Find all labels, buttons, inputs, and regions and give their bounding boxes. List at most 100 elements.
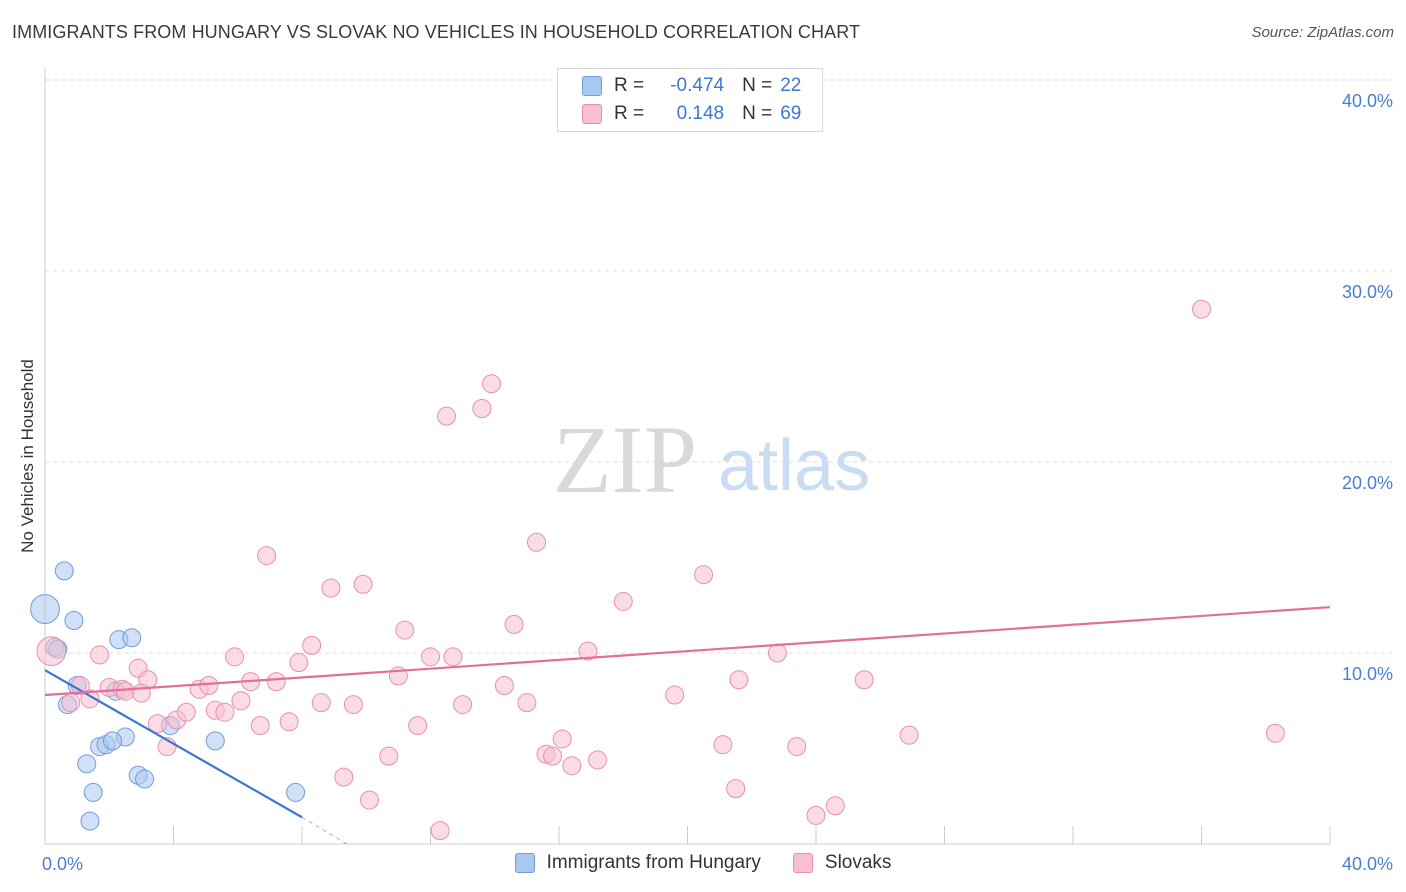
legend-swatch-hungary — [514, 853, 535, 873]
slovaks-point-4 — [90, 645, 110, 665]
legend-label-slovaks: Slovaks — [824, 852, 892, 873]
legend-n-label: N = — [742, 103, 773, 124]
x-tick-label-1: 40.0% — [1342, 854, 1393, 874]
slovaks-point-10 — [147, 714, 167, 734]
slovaks-point-48 — [543, 746, 563, 766]
stats-legend: R = -0.474 N = 22 R = 0.148 N = 69 — [557, 68, 823, 132]
slovaks-point-13 — [176, 702, 196, 722]
legend-r-value: 0.148 — [676, 103, 725, 124]
hungary-trend-line — [44, 669, 303, 819]
legend-swatch-hungary — [582, 76, 602, 96]
slovaks-point-42 — [482, 374, 502, 394]
legend-item-slovaks[interactable]: Slovaks — [792, 852, 892, 874]
hungary-point-13 — [77, 754, 97, 774]
slovaks-point-1 — [61, 693, 81, 713]
slovaks-point-32 — [379, 746, 399, 766]
slovaks-point-23 — [279, 712, 299, 732]
slovaks-point-61 — [825, 796, 845, 816]
slovaks-point-52 — [588, 750, 608, 770]
watermark: ZIP atlas — [553, 406, 870, 513]
slovaks-point-65 — [1265, 723, 1285, 743]
slovaks-point-63 — [899, 725, 919, 745]
slovaks-point-45 — [517, 693, 537, 713]
slovaks-trend-line — [44, 606, 1331, 697]
slovaks-point-49 — [552, 729, 572, 749]
legend-swatch-slovaks — [792, 853, 813, 873]
watermark-atlas: atlas — [718, 426, 870, 506]
hungary-trend-extension — [301, 816, 348, 845]
watermark-zip: ZIP — [553, 406, 697, 513]
slovaks-point-38 — [437, 406, 457, 426]
legend-n-value: 69 — [780, 103, 802, 124]
hungary-point-18 — [83, 782, 103, 802]
slovaks-point-67 — [257, 546, 277, 566]
slovaks-point-58 — [729, 670, 749, 690]
slovaks-point-64 — [1192, 299, 1211, 319]
slovaks-point-51 — [578, 641, 598, 661]
axes — [44, 68, 1331, 845]
slovaks-point-50 — [562, 756, 582, 776]
slovaks-point-18 — [225, 647, 245, 667]
hungary-point-17 — [135, 769, 155, 789]
x-tick-label-0: 0.0% — [42, 854, 83, 874]
legend-row-hungary: R = -0.474 N = 22 — [582, 73, 801, 99]
legend-r-label: R = — [614, 103, 645, 124]
slovaks-point-19 — [231, 691, 251, 711]
legend-r-label: R = — [614, 75, 645, 96]
slovaks-point-40 — [453, 695, 473, 715]
slovaks-point-34 — [395, 620, 415, 640]
slovaks-point-22 — [266, 672, 286, 692]
chart-title: IMMIGRANTS FROM HUNGARY VS SLOVAK NO VEH… — [12, 22, 861, 42]
hungary-point-15 — [205, 731, 225, 751]
legend-item-hungary[interactable]: Immigrants from Hungary — [514, 852, 761, 874]
slovaks-point-24 — [289, 653, 309, 673]
hungary-point-2 — [54, 561, 74, 581]
slovaks-point-55 — [694, 565, 714, 585]
slovaks-point-53 — [613, 591, 633, 611]
y-tick-label-3: 40.0% — [1342, 91, 1393, 111]
legend-row-slovaks: R = 0.148 N = 69 — [582, 101, 801, 127]
slovaks-point-36 — [421, 647, 440, 667]
slovaks-point-62 — [854, 670, 874, 690]
source-label: Source: ZipAtlas.com — [1251, 24, 1394, 41]
slovaks-point-44 — [504, 614, 524, 634]
slovaks-point-41 — [472, 399, 492, 419]
slovaks-point-31 — [359, 790, 379, 810]
slovaks-point-56 — [713, 735, 733, 755]
legend-n-value: 22 — [780, 75, 802, 96]
slovaks-point-28 — [334, 767, 354, 787]
slovaks-point-17 — [215, 702, 235, 722]
slovaks-point-15 — [199, 675, 219, 695]
hungary-point-7 — [122, 628, 142, 648]
slovaks-point-26 — [311, 693, 331, 713]
slovaks-point-54 — [665, 685, 685, 705]
hungary-point-20 — [80, 811, 100, 831]
slovaks-point-46 — [527, 532, 547, 552]
slovaks-point-59 — [787, 737, 807, 757]
y-tick-label-1: 20.0% — [1342, 473, 1393, 493]
legend-label-hungary: Immigrants from Hungary — [546, 852, 761, 873]
legend-swatch-slovaks — [582, 104, 602, 124]
slovaks-point-60 — [806, 805, 826, 825]
slovaks-point-7 — [115, 681, 135, 701]
grid-lines — [45, 79, 1392, 654]
slovaks-point-35 — [408, 716, 428, 736]
slovaks-point-27 — [321, 578, 341, 598]
hungary-point-19 — [286, 782, 306, 802]
slovaks-point-30 — [353, 574, 373, 594]
hungary-point-12 — [102, 731, 122, 751]
y-tick-label-2: 30.0% — [1342, 282, 1393, 302]
slovaks-point-57 — [726, 779, 746, 799]
slovaks-point-29 — [343, 695, 363, 715]
slovaks-point-68 — [131, 683, 151, 703]
axis-ticks: 10.0% 20.0% 30.0% 40.0% 0.0% 40.0% — [42, 91, 1393, 874]
hungary-point-0 — [30, 594, 60, 624]
hungary-point-3 — [64, 611, 84, 631]
legend-n-label: N = — [742, 75, 773, 96]
slovaks-point-39 — [443, 647, 463, 667]
slovaks-point-37 — [430, 821, 450, 841]
series-legend: Immigrants from Hungary Slovaks — [0, 852, 1406, 874]
y-tick-label-0: 10.0% — [1342, 664, 1393, 684]
data-points — [30, 299, 1285, 841]
slovaks-point-21 — [250, 716, 270, 736]
